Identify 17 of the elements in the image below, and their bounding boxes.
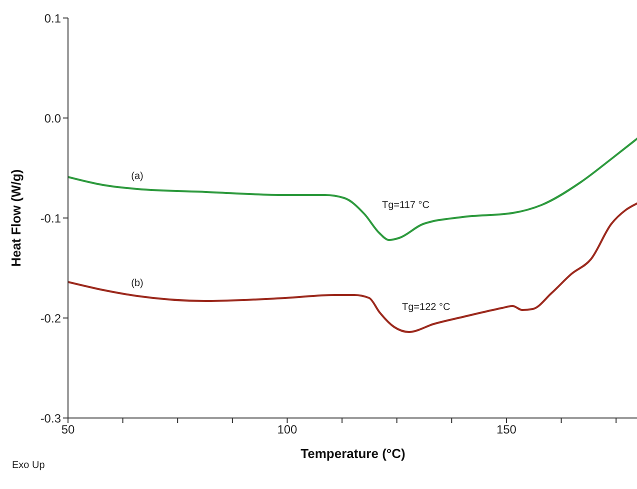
- x-tick-label: 150: [496, 422, 517, 437]
- series-label: (a): [131, 171, 144, 182]
- x-tick-label: 50: [61, 422, 75, 437]
- annotation: Tg=117 °C: [382, 200, 430, 211]
- line-series: [68, 137, 637, 241]
- series-label: (b): [131, 278, 144, 289]
- x-axis-title: Temperature (°C): [300, 446, 406, 461]
- y-tick-label: -0.1: [40, 211, 62, 226]
- annotation: Tg=122 °C: [402, 302, 450, 313]
- y-axis-title: Heat Flow (W/g): [8, 169, 24, 267]
- y-tick-label: -0.3: [40, 411, 62, 426]
- text: Exo Up: [12, 460, 45, 471]
- line-series: [68, 202, 637, 333]
- x-tick-label: 100: [277, 422, 298, 437]
- y-tick-label: -0.2: [40, 311, 62, 326]
- y-tick-label: 0.1: [44, 11, 62, 26]
- y-tick-label: 0.0: [44, 111, 62, 126]
